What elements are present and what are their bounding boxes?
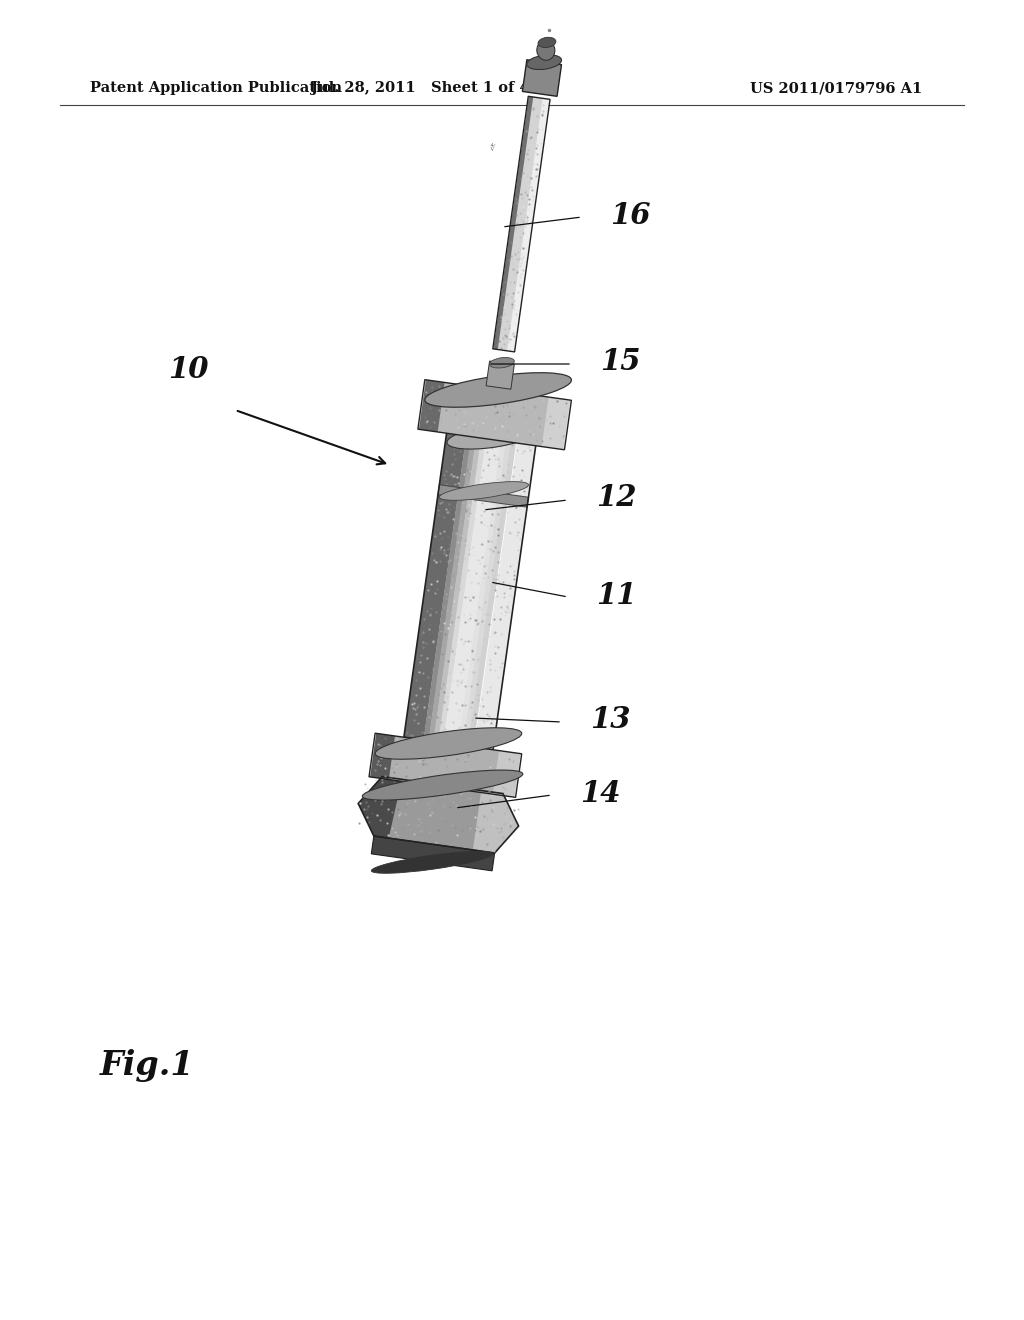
Polygon shape bbox=[474, 440, 536, 750]
Polygon shape bbox=[494, 96, 536, 350]
Text: Fig.1: Fig.1 bbox=[100, 1048, 195, 1081]
Ellipse shape bbox=[375, 727, 521, 759]
Text: 14: 14 bbox=[580, 779, 621, 808]
Polygon shape bbox=[507, 98, 550, 352]
Polygon shape bbox=[493, 751, 521, 797]
Polygon shape bbox=[438, 484, 528, 507]
Polygon shape bbox=[458, 438, 507, 746]
Polygon shape bbox=[403, 430, 467, 741]
Polygon shape bbox=[443, 436, 492, 743]
Ellipse shape bbox=[425, 372, 571, 408]
Text: Jul. 28, 2011   Sheet 1 of 4: Jul. 28, 2011 Sheet 1 of 4 bbox=[310, 81, 529, 95]
Text: 16: 16 bbox=[610, 201, 650, 230]
Ellipse shape bbox=[538, 37, 556, 48]
Polygon shape bbox=[423, 433, 472, 741]
Polygon shape bbox=[419, 380, 447, 433]
Text: ∜: ∜ bbox=[489, 144, 495, 153]
Polygon shape bbox=[437, 383, 552, 447]
Polygon shape bbox=[358, 776, 407, 838]
Ellipse shape bbox=[447, 424, 537, 449]
Ellipse shape bbox=[537, 41, 555, 61]
Ellipse shape bbox=[372, 851, 493, 874]
Text: US 2011/0179796 A1: US 2011/0179796 A1 bbox=[750, 81, 923, 95]
Polygon shape bbox=[370, 734, 398, 780]
Text: 15: 15 bbox=[600, 347, 640, 376]
Ellipse shape bbox=[403, 733, 493, 755]
Polygon shape bbox=[433, 434, 482, 742]
Polygon shape bbox=[389, 779, 483, 850]
Polygon shape bbox=[428, 434, 477, 742]
Text: 11: 11 bbox=[596, 581, 637, 610]
Text: 10: 10 bbox=[168, 355, 209, 384]
Polygon shape bbox=[372, 836, 495, 871]
Polygon shape bbox=[468, 440, 516, 747]
Polygon shape bbox=[473, 791, 518, 853]
Text: Patent Application Publication: Patent Application Publication bbox=[90, 81, 342, 95]
Text: 13: 13 bbox=[590, 705, 631, 734]
Polygon shape bbox=[454, 437, 502, 744]
Text: 12: 12 bbox=[596, 483, 637, 512]
Polygon shape bbox=[542, 397, 570, 450]
Ellipse shape bbox=[526, 55, 561, 70]
Polygon shape bbox=[498, 96, 545, 351]
Polygon shape bbox=[449, 437, 497, 744]
Polygon shape bbox=[486, 360, 514, 389]
Polygon shape bbox=[463, 438, 512, 746]
Ellipse shape bbox=[489, 358, 514, 368]
Polygon shape bbox=[389, 737, 502, 795]
Polygon shape bbox=[522, 59, 561, 96]
Ellipse shape bbox=[362, 770, 523, 800]
Polygon shape bbox=[438, 436, 486, 743]
Ellipse shape bbox=[439, 482, 528, 500]
